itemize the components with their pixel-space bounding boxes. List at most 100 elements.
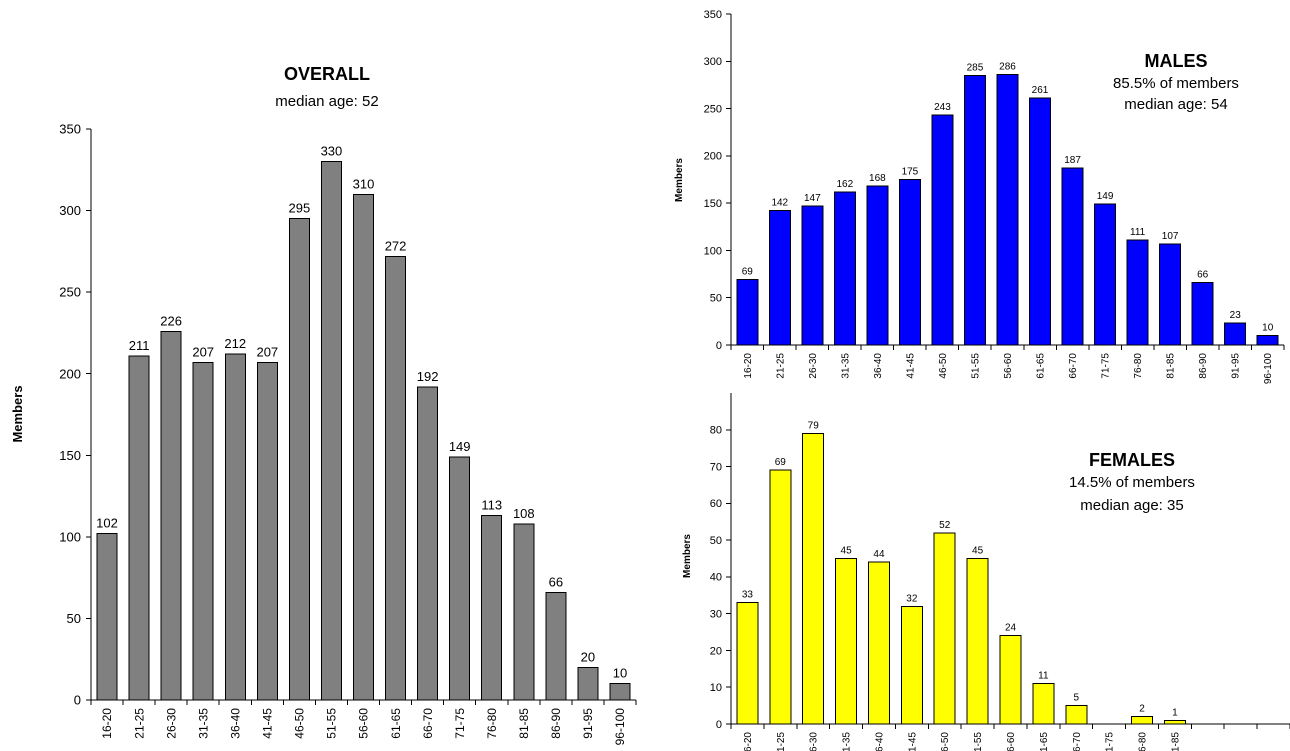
- females-y-tick-label: 20: [710, 645, 722, 657]
- males-data-label: 111: [1130, 227, 1146, 238]
- females-bar: [1032, 683, 1055, 725]
- males-data-label: 285: [967, 62, 984, 73]
- overall-y-tick-label: 150: [59, 448, 81, 463]
- overall-bar: [417, 386, 439, 701]
- overall-data-label: 66: [549, 574, 563, 589]
- overall-bar: [513, 523, 535, 701]
- females-bar: [802, 432, 825, 725]
- females-subtitle: 14.5% of members: [1069, 474, 1195, 491]
- females-data-label: 32: [906, 593, 918, 604]
- overall-x-tick-label: 66-70: [421, 708, 435, 739]
- overall-y-tick-label: 100: [59, 529, 81, 544]
- males-bar: [1224, 322, 1247, 346]
- overall-bar: [288, 218, 310, 701]
- males-x-tick-label: 21-25: [775, 353, 786, 379]
- overall-x-tick-label: 81-85: [517, 708, 531, 739]
- males-x-tick-label: 41-45: [905, 353, 916, 379]
- females-data-label: 2: [1139, 704, 1145, 715]
- overall-data-label: 310: [353, 176, 375, 191]
- females-bar: [933, 532, 956, 725]
- females-x-tick-label: 16-20: [743, 732, 754, 751]
- males-x-tick-label: 31-35: [840, 353, 851, 379]
- males-bar: [963, 74, 986, 346]
- overall-data-label: 149: [449, 439, 471, 454]
- females-bar: [835, 558, 858, 725]
- males-data-label: 286: [999, 62, 1016, 73]
- males-x-tick-label: 26-30: [808, 353, 819, 379]
- males-y-tick-label: 50: [710, 293, 722, 305]
- overall-x-tick-label: 41-45: [261, 708, 275, 739]
- males-data-label: 162: [837, 179, 854, 190]
- overall-x-tick-label: 61-65: [389, 708, 403, 739]
- overall-x-tick-label: 96-100: [613, 708, 627, 746]
- overall-bar: [481, 515, 503, 701]
- females-y-tick-label: 80: [710, 425, 722, 437]
- males-data-label: 261: [1032, 85, 1049, 96]
- overall-x-tick-label: 36-40: [228, 708, 242, 739]
- overall-x-tick-label: 26-30: [164, 708, 178, 739]
- females-x-tick-label: 36-40: [874, 732, 885, 751]
- overall-chart: 0 50 100 150 200 250 300 350 102 16-20 211 21-25 226…: [10, 64, 637, 746]
- overall-x-tick-label: 76-80: [485, 708, 499, 739]
- males-bar: [1191, 282, 1214, 346]
- overall-title: OVERALL: [284, 64, 370, 84]
- overall-bar: [320, 161, 342, 701]
- overall-bar: [256, 361, 278, 701]
- overall-x-tick-label: 51-55: [325, 708, 339, 739]
- females-x-tick-label: 21-25: [776, 732, 787, 751]
- overall-bar: [577, 666, 599, 701]
- females-bar: [1131, 716, 1154, 725]
- males-y-axis-label: Members: [674, 158, 685, 202]
- males-y-tick-label: 300: [704, 56, 722, 68]
- males-data-label: 168: [869, 173, 886, 184]
- overall-data-label: 102: [96, 516, 118, 531]
- overall-bar: [192, 361, 214, 701]
- overall-bar: [128, 355, 150, 701]
- males-bar: [833, 191, 856, 346]
- females-bar: [736, 602, 759, 725]
- males-x-tick-label: 56-60: [1003, 353, 1014, 379]
- overall-data-label: 211: [129, 338, 150, 353]
- overall-y-tick-label: 0: [74, 693, 81, 708]
- overall-x-tick-label: 91-95: [581, 708, 595, 739]
- females-x-tick-label: 71-75: [1105, 732, 1116, 751]
- males-x-tick-label: 61-65: [1036, 353, 1047, 379]
- overall-data-label: 207: [192, 344, 214, 359]
- overall-x-tick-label: 86-90: [549, 708, 563, 739]
- males-x-tick-label: 81-85: [1166, 353, 1177, 379]
- males-x-tick-label: 96-100: [1263, 353, 1274, 385]
- overall-bar: [96, 533, 118, 701]
- females-y-tick-label: 0: [716, 719, 722, 731]
- overall-bar: [224, 353, 246, 701]
- overall-data-label: 10: [613, 666, 627, 681]
- overall-bar: [353, 193, 374, 701]
- males-subtitle: median age: 54: [1124, 96, 1227, 113]
- females-x-tick-label: 76-80: [1138, 732, 1149, 751]
- overall-y-tick-label: 200: [59, 366, 81, 381]
- overall-data-label: 207: [256, 344, 278, 359]
- females-data-label: 5: [1073, 693, 1079, 704]
- males-x-tick-label: 46-50: [938, 353, 949, 379]
- males-bar: [1029, 97, 1052, 346]
- males-y-tick-label: 150: [704, 198, 722, 210]
- males-bar: [1126, 239, 1149, 346]
- overall-data-label: 226: [160, 313, 182, 328]
- females-x-tick-label: 61-65: [1039, 732, 1050, 751]
- males-bar: [801, 205, 824, 346]
- females-x-tick-label: 41-45: [907, 732, 918, 751]
- females-bar: [999, 635, 1022, 725]
- females-data-label: 52: [939, 520, 951, 531]
- females-bar: [769, 469, 792, 725]
- females-data-label: 45: [972, 546, 984, 557]
- females-x-tick-label: 31-35: [842, 732, 853, 751]
- males-bar: [1061, 167, 1084, 346]
- females-data-label: 33: [742, 590, 754, 601]
- overall-data-label: 113: [481, 498, 502, 513]
- overall-x-tick-label: 16-20: [100, 708, 114, 739]
- females-x-tick-label: 51-55: [973, 732, 984, 751]
- males-y-tick-label: 100: [704, 245, 722, 257]
- males-y-tick-label: 350: [704, 9, 722, 21]
- overall-bar: [385, 255, 407, 701]
- females-data-label: 79: [808, 420, 820, 431]
- overall-bar: [609, 683, 631, 701]
